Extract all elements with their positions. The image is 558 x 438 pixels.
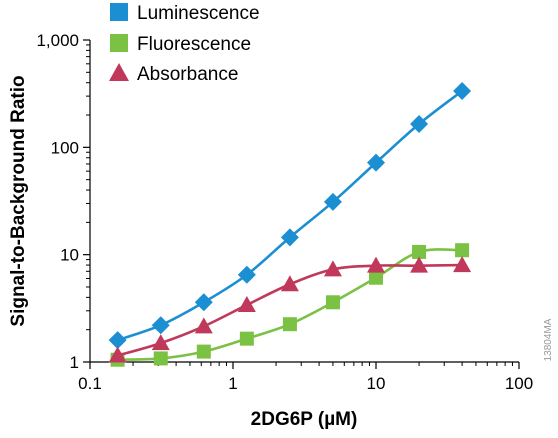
x-tick-label: 1: [228, 374, 237, 393]
data-point-luminescence: [237, 265, 256, 284]
x-tick-label: 10: [367, 374, 386, 393]
data-point-fluorescence: [196, 344, 211, 359]
data-point-absorbance: [280, 275, 299, 292]
data-point-absorbance: [323, 260, 342, 277]
data-point-absorbance: [367, 256, 385, 273]
data-point-absorbance: [237, 295, 256, 312]
x-axis-label: 2DG6P (µM): [251, 409, 358, 430]
data-point-luminescence: [280, 228, 299, 247]
y-axis-label: Signal-to-Background Ratio: [8, 75, 29, 326]
data-point-luminescence: [108, 331, 127, 350]
x-tick-label: 0.1: [78, 374, 102, 393]
legend-item-absorbance: Absorbance: [109, 63, 238, 85]
data-point-fluorescence: [325, 295, 340, 310]
x-ticks: 0.1 1 10 100: [78, 362, 533, 393]
legend-swatch-fluorescence: [110, 34, 128, 52]
data-point-fluorescence: [282, 317, 297, 332]
data-point-fluorescence: [153, 351, 168, 366]
series-layer: [108, 81, 472, 367]
legend: Luminescence Fluorescence Absorbance: [109, 3, 260, 85]
data-point-luminescence: [151, 316, 170, 335]
x-tick-label: 100: [505, 374, 533, 393]
legend-swatch-absorbance: [109, 63, 129, 81]
data-point-fluorescence: [455, 243, 470, 258]
legend-item-luminescence: Luminescence: [110, 3, 260, 24]
legend-label-fluorescence: Fluorescence: [137, 34, 251, 55]
series-fluorescence: [110, 243, 470, 367]
y-tick-label: 10: [60, 246, 79, 265]
data-point-luminescence: [410, 114, 429, 133]
data-point-fluorescence: [369, 270, 383, 285]
data-point-luminescence: [323, 192, 342, 211]
axes: [89, 40, 519, 363]
figure-code-watermark: 13804MA: [543, 318, 554, 361]
data-point-absorbance: [453, 256, 472, 273]
series-absorbance: [108, 256, 472, 363]
data-point-absorbance: [151, 334, 170, 351]
data-point-luminescence: [453, 81, 472, 100]
series-luminescence: [108, 81, 472, 350]
y-tick-label: 100: [51, 138, 79, 157]
data-point-luminescence: [367, 153, 385, 172]
series-line-luminescence: [117, 89, 463, 342]
legend-swatch-luminescence: [110, 3, 128, 21]
y-tick-label: 1: [70, 353, 79, 372]
data-point-absorbance: [194, 317, 213, 334]
legend-label-absorbance: Absorbance: [137, 64, 238, 85]
data-point-absorbance: [108, 346, 127, 363]
legend-label-luminescence: Luminescence: [137, 3, 260, 24]
data-point-absorbance: [410, 256, 429, 273]
y-ticks: 1 10 100 1,000: [36, 31, 90, 372]
data-point-fluorescence: [239, 331, 254, 346]
data-point-fluorescence: [412, 244, 427, 259]
data-point-luminescence: [194, 293, 213, 312]
y-tick-label: 1,000: [36, 31, 79, 50]
legend-item-fluorescence: Fluorescence: [110, 34, 251, 55]
